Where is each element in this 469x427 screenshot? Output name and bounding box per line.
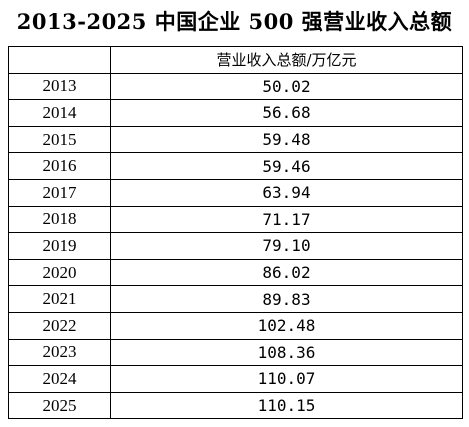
chart-title: 2013-2025 中国企业 500 强营业收入总额 <box>16 9 453 34</box>
table-row: 2021 89.83 <box>8 285 463 313</box>
revenue-value-cell: 79.10 <box>110 232 463 260</box>
table-row: 2017 63.94 <box>8 178 463 207</box>
revenue-value-cell: 50.02 <box>110 72 463 101</box>
revenue-value-cell: 110.15 <box>110 391 463 420</box>
revenue-table: 营业收入总额/万亿元 2013 50.02 2014 56.68 2015 59.48 20… <box>8 46 463 420</box>
year-cell: 2024 <box>8 365 111 393</box>
revenue-value-cell: 86.02 <box>110 258 463 287</box>
table-row: 2019 79.10 <box>8 232 463 260</box>
table-row: 2018 71.17 <box>8 205 463 234</box>
table-body: 2013 50.02 2014 56.68 2015 59.48 2016 59.46 2017… <box>8 72 463 420</box>
year-column-header <box>8 46 111 74</box>
year-cell: 2017 <box>8 178 111 207</box>
year-cell: 2015 <box>8 125 111 154</box>
table-row: 2023 108.36 <box>8 338 463 367</box>
table-row: 2016 59.46 <box>8 152 463 180</box>
revenue-value-cell: 56.68 <box>110 99 463 127</box>
year-cell: 2022 <box>8 311 111 340</box>
table-row: 2014 56.68 <box>8 99 463 127</box>
year-cell: 2014 <box>8 99 111 127</box>
year-cell: 2020 <box>8 258 111 287</box>
year-cell: 2021 <box>8 285 111 313</box>
revenue-value-cell: 59.48 <box>110 125 463 154</box>
revenue-column-header: 营业收入总额/万亿元 <box>110 46 463 74</box>
revenue-value-cell: 108.36 <box>110 338 463 367</box>
table-row: 2015 59.48 <box>8 125 463 154</box>
table-row: 2025 110.15 <box>8 391 463 420</box>
year-cell: 2013 <box>8 72 111 101</box>
revenue-value-cell: 110.07 <box>110 365 463 393</box>
year-cell: 2019 <box>8 232 111 260</box>
revenue-value-cell: 71.17 <box>110 205 463 234</box>
header-row: 营业收入总额/万亿元 <box>8 46 463 74</box>
year-cell: 2018 <box>8 205 111 234</box>
revenue-value-cell: 89.83 <box>110 285 463 313</box>
table-row: 2022 102.48 <box>8 311 463 340</box>
year-cell: 2025 <box>8 391 111 420</box>
table-row: 2013 50.02 <box>8 72 463 101</box>
year-cell: 2023 <box>8 338 111 367</box>
revenue-value-cell: 63.94 <box>110 178 463 207</box>
revenue-value-cell: 102.48 <box>110 311 463 340</box>
revenue-value-cell: 59.46 <box>110 152 463 180</box>
table-row: 2024 110.07 <box>8 365 463 393</box>
year-cell: 2016 <box>8 152 111 180</box>
table-row: 2020 86.02 <box>8 258 463 287</box>
